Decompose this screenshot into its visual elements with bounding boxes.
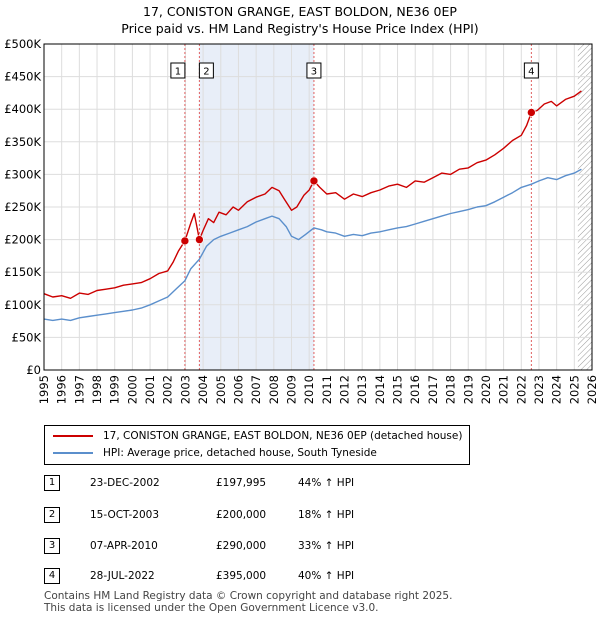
x-tick-label: 2002 <box>161 375 175 404</box>
legend-swatch-blue <box>53 452 93 454</box>
footer-licence: This data is licensed under the Open Gov… <box>44 602 379 614</box>
sale-box-label: 4 <box>528 67 534 78</box>
series-line-property <box>44 90 582 299</box>
sale-hpi-diff: 44% ↑ HPI <box>298 477 355 489</box>
x-tick-label: 2016 <box>408 375 422 404</box>
x-tick-label: 1995 <box>37 375 51 404</box>
sale-marker-2 <box>195 235 204 244</box>
sale-box-frame <box>170 62 186 79</box>
chart-title: 17, CONISTON GRANGE, EAST BOLDON, NE36 0… <box>143 4 457 19</box>
sale-number: 2 <box>44 507 60 523</box>
sale-hpi-diff: 40% ↑ HPI <box>298 570 355 582</box>
x-tick-label: 2008 <box>267 375 281 404</box>
x-tick-label: 2013 <box>355 375 369 404</box>
sale-box-label: 3 <box>311 67 317 78</box>
footer-copyright: Contains HM Land Registry data © Crown c… <box>44 590 453 602</box>
x-tick-label: 2015 <box>391 375 405 404</box>
x-tick-label: 1998 <box>90 375 104 404</box>
y-tick-label: £50K <box>12 330 42 344</box>
sale-box-label: 2 <box>203 67 209 78</box>
legend-swatch-red <box>53 435 93 437</box>
sale-row-2: 2 15-OCT-2003 £200,000 18% ↑ HPI <box>0 505 600 525</box>
sale-box-frame <box>306 62 322 79</box>
plot-frame <box>43 43 593 371</box>
sale-number: 3 <box>44 538 60 554</box>
x-tick-label: 2003 <box>178 375 192 404</box>
sale-number: 4 <box>44 568 60 584</box>
x-tick-label: 2025 <box>567 375 581 404</box>
legend-label-hpi: HPI: Average price, detached house, Sout… <box>103 447 377 459</box>
sale-box-4: 4 <box>523 62 539 79</box>
sale-box-1: 1 <box>170 62 186 79</box>
sale-date: 15-OCT-2003 <box>90 509 159 521</box>
sale-marker-4 <box>527 108 536 117</box>
x-tick-label: 1999 <box>108 375 122 404</box>
x-tick-label: 2024 <box>550 375 564 404</box>
sale-box-frame <box>523 62 539 79</box>
x-tick-label: 2018 <box>444 375 458 404</box>
x-tick-label: 2021 <box>497 375 511 404</box>
x-tick-label: 2010 <box>302 375 316 404</box>
series-line-hpi <box>44 168 582 322</box>
y-tick-label: £150K <box>4 265 41 279</box>
sale-hpi-diff: 18% ↑ HPI <box>298 509 355 521</box>
sale-box-frame <box>198 62 214 79</box>
x-tick-label: 2005 <box>214 375 228 404</box>
y-tick-label: £450K <box>4 70 41 84</box>
sale-date: 23-DEC-2002 <box>90 477 160 489</box>
sale-row-4: 4 28-JUL-2022 £395,000 40% ↑ HPI <box>0 566 600 586</box>
chart-subtitle: Price paid vs. HM Land Registry's House … <box>121 21 479 36</box>
x-tick-label: 2017 <box>426 375 440 404</box>
sale-row-1: 1 23-DEC-2002 £197,995 44% ↑ HPI <box>0 473 600 493</box>
y-tick-label: £400K <box>4 102 41 116</box>
sale-box-2: 2 <box>198 62 214 79</box>
sale-price: £395,000 <box>216 570 267 582</box>
y-tick-label: £500K <box>4 37 41 51</box>
sale-box-label: 1 <box>175 67 181 78</box>
sale-price: £290,000 <box>216 540 267 552</box>
sale-date: 28-JUL-2022 <box>90 570 155 582</box>
price-chart: 1 2 3 4 £0 £50K £100K £150K £200K £250K £300K £350… <box>4 37 599 404</box>
y-tick-label: £200K <box>4 233 41 247</box>
x-tick-label: 1996 <box>55 375 69 404</box>
sale-box-3: 3 <box>306 62 322 79</box>
y-tick-label: £300K <box>4 167 41 181</box>
y-tick-label: £100K <box>4 298 41 312</box>
sale-row-3: 3 07-APR-2010 £290,000 33% ↑ HPI <box>0 536 600 556</box>
x-tick-label: 2000 <box>125 375 139 404</box>
x-tick-label: 2020 <box>479 375 493 404</box>
sale-marker-1 <box>180 236 190 246</box>
x-tick-label: 2022 <box>514 375 528 404</box>
y-tick-label: £250K <box>4 200 41 214</box>
sale-date: 07-APR-2010 <box>90 540 158 552</box>
sale-price: £197,995 <box>216 477 267 489</box>
sale-marker-3 <box>309 176 319 186</box>
x-tick-label: 2009 <box>284 375 298 404</box>
x-tick-label: 2019 <box>461 375 475 404</box>
x-tick-label: 2026 <box>585 375 599 404</box>
legend-entry-hpi: HPI: Average price, detached house, Sout… <box>53 445 377 461</box>
x-tick-label: 2014 <box>373 375 387 404</box>
legend-label-property: 17, CONISTON GRANGE, EAST BOLDON, NE36 0… <box>103 430 463 442</box>
x-tick-label: 2012 <box>338 375 352 404</box>
x-tick-label: 1997 <box>72 375 86 404</box>
x-tick-label: 2004 <box>196 375 210 404</box>
x-tick-label: 2011 <box>320 375 334 404</box>
sale-number: 1 <box>44 475 60 491</box>
x-tick-label: 2001 <box>143 375 157 404</box>
y-tick-label: £0 <box>26 363 41 377</box>
x-tick-label: 2006 <box>231 375 245 404</box>
sale-hpi-diff: 33% ↑ HPI <box>298 540 355 552</box>
legend-entry-property: 17, CONISTON GRANGE, EAST BOLDON, NE36 0… <box>53 428 462 444</box>
sale-price: £200,000 <box>216 509 267 521</box>
chart-legend: 17, CONISTON GRANGE, EAST BOLDON, NE36 0… <box>44 425 470 465</box>
y-tick-label: £350K <box>4 135 41 149</box>
x-tick-label: 2023 <box>532 375 546 404</box>
x-tick-label: 2007 <box>249 375 263 404</box>
